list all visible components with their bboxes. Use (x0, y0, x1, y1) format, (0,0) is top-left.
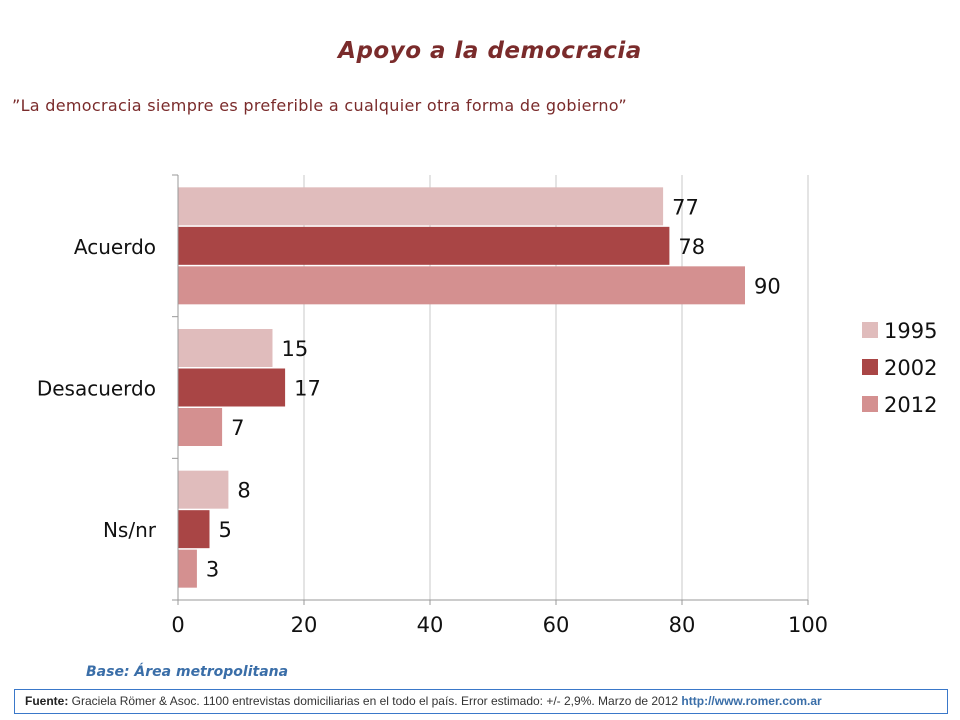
bar (178, 266, 745, 305)
x-tick-label: 20 (291, 613, 318, 637)
bar (178, 470, 229, 509)
data-label: 78 (678, 235, 705, 259)
legend-swatch (862, 396, 878, 412)
legend-label: 1995 (884, 319, 937, 343)
source-label: Fuente: (25, 694, 69, 708)
chart-subtitle: ”La democracia siempre es preferible a c… (12, 96, 627, 115)
source-url[interactable]: http://www.romer.com.ar (681, 694, 822, 708)
source-box: Fuente: Graciela Römer & Asoc. 1100 entr… (14, 689, 948, 714)
category-label: Acuerdo (74, 235, 156, 259)
legend-label: 2002 (884, 356, 937, 380)
bar (178, 510, 210, 549)
x-tick-label: 80 (669, 613, 696, 637)
bar (178, 329, 273, 367)
category-label: Ns/nr (103, 518, 157, 542)
category-label: Desacuerdo (37, 377, 156, 401)
x-tick-label: 0 (171, 613, 184, 637)
data-label: 77 (672, 195, 699, 219)
data-label: 3 (206, 558, 219, 582)
data-label: 5 (219, 518, 232, 542)
bar (178, 368, 286, 407)
data-label: 90 (754, 274, 781, 298)
data-label: 15 (282, 337, 309, 361)
legend-swatch (862, 322, 878, 338)
bar (178, 408, 223, 446)
chart-title: Apoyo a la democracia (338, 38, 642, 64)
bar (178, 549, 197, 588)
bar (178, 226, 670, 265)
data-label: 7 (231, 416, 244, 440)
data-label: 17 (294, 377, 321, 401)
base-note: Base: Área metropolitana (86, 664, 289, 680)
legend-label: 2012 (884, 393, 937, 417)
bar (178, 187, 664, 226)
source-text: Graciela Römer & Asoc. 1100 entrevistas … (68, 694, 682, 708)
data-label: 8 (237, 479, 250, 503)
x-tick-label: 40 (417, 613, 444, 637)
legend-swatch (862, 359, 878, 375)
x-tick-label: 60 (543, 613, 570, 637)
bar-chart: 77 78 90 Acuerdo 15 17 7 Desacuerdo 853 Ns/nr 0 20 4… (37, 174, 937, 637)
x-tick-label: 100 (788, 613, 828, 637)
